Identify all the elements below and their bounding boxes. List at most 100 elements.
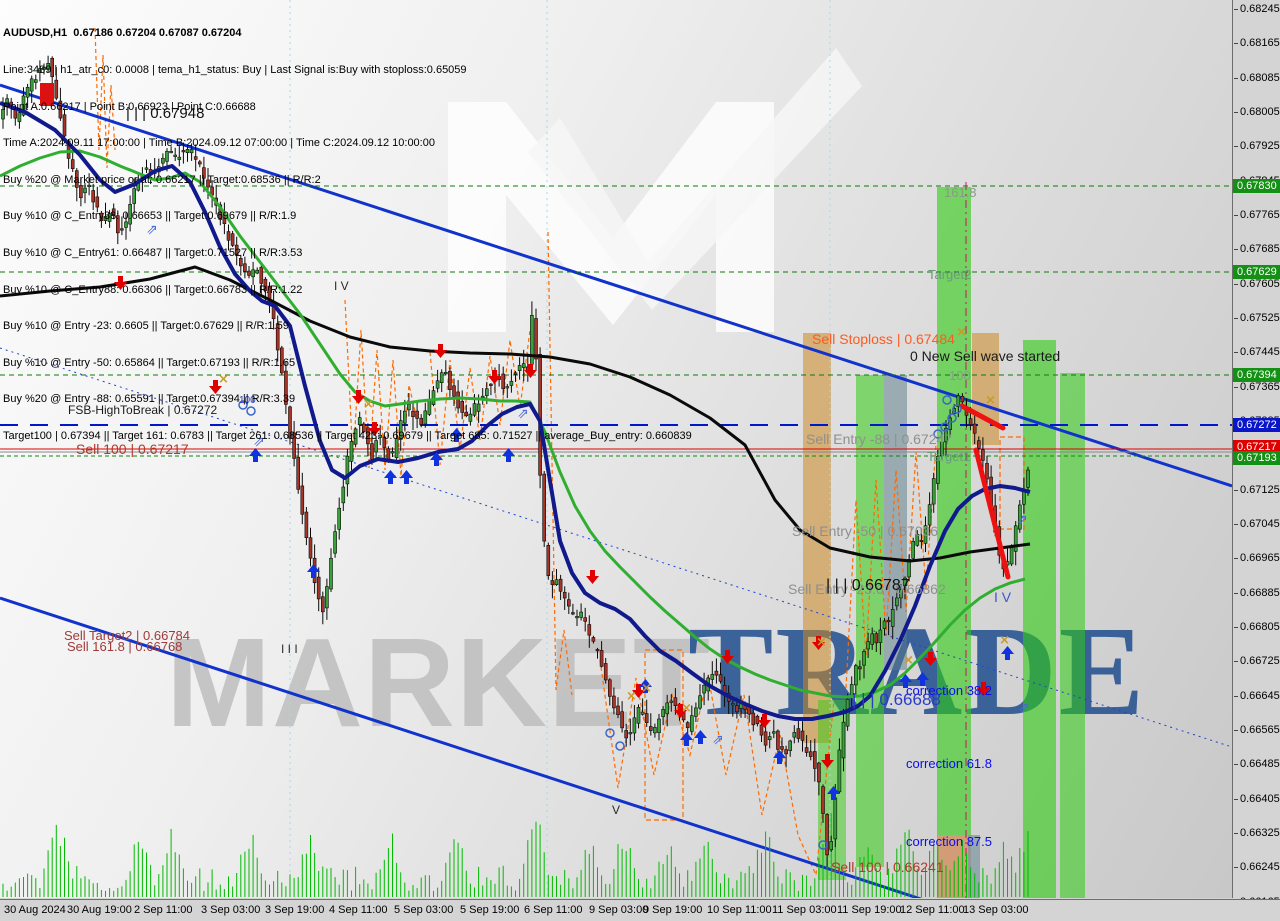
hollow-arrow-icon: ⇗ xyxy=(1016,512,1028,528)
candle-bull xyxy=(1,109,5,120)
candle-bear xyxy=(366,427,370,445)
candle-bear xyxy=(858,666,862,670)
candle-bull xyxy=(632,717,637,734)
candle-bear xyxy=(202,167,206,179)
candle-bear xyxy=(464,411,469,417)
candle-bull xyxy=(185,149,190,153)
price-axis-label: 0.66565 xyxy=(1234,724,1280,736)
price-axis-label: 0.66325 xyxy=(1234,827,1280,839)
candle-bull xyxy=(345,455,350,485)
candle-bear xyxy=(812,751,817,769)
candle-bear xyxy=(234,244,239,256)
candle-bear xyxy=(808,751,813,757)
candle-bear xyxy=(735,705,739,713)
candle-bull xyxy=(640,711,645,715)
candle-bear xyxy=(292,432,296,459)
candle-bull xyxy=(325,586,329,609)
candle-bull xyxy=(509,380,514,386)
candle-bear xyxy=(243,263,247,272)
red-impulse-line[interactable] xyxy=(973,447,1011,580)
info-line: Buy %10 @ C_Entry88: 0.66306 || Target:0… xyxy=(3,283,303,296)
candle-bear xyxy=(58,100,63,119)
price-tag: 0.67193 xyxy=(1233,451,1280,465)
candle-bull xyxy=(730,703,735,706)
price-axis-label: 0.67045 xyxy=(1234,518,1280,530)
candle-bear xyxy=(452,385,456,397)
sell-arrow-icon xyxy=(524,364,537,378)
candle-bear xyxy=(226,231,231,241)
candle-bear xyxy=(612,695,616,709)
candle-bull xyxy=(694,707,698,717)
price-axis-label: 0.66805 xyxy=(1234,621,1280,633)
chart-annotation: 161.8 xyxy=(944,185,977,200)
candle-bull xyxy=(837,749,842,793)
sell-arrow-icon xyxy=(488,370,501,384)
candle-bull xyxy=(255,269,259,274)
time-axis-label: 13 Sep 03:00 xyxy=(963,904,1029,916)
chart-annotation: 100 xyxy=(949,368,971,383)
zigzag-indicator xyxy=(599,659,835,878)
candle-bull xyxy=(853,665,858,686)
chart-area[interactable]: MARKET TRADE × × × × × × × × × × ⇗ ⇗ ⇗ ⇗ ⇗ ⇗ 161.8 Target2 S… xyxy=(0,0,1233,898)
buy-arrow-icon xyxy=(639,679,652,693)
candle-bull xyxy=(177,156,182,160)
candle-bear xyxy=(587,624,592,636)
candle-bull xyxy=(702,684,706,694)
candle-bear xyxy=(558,578,563,592)
candle-bull xyxy=(661,709,665,717)
candle-bear xyxy=(120,228,124,231)
candle-bull xyxy=(940,441,944,457)
sell-arrow-icon xyxy=(586,570,599,584)
candle-bear xyxy=(776,730,780,750)
price-tag: 0.67394 xyxy=(1233,368,1280,382)
entry-circle-icon xyxy=(952,404,962,414)
buy-arrow-icon xyxy=(400,470,413,484)
candle-bear xyxy=(361,423,366,432)
candle-bear xyxy=(825,814,829,856)
info-line: Buy %10 @ C_Entry38: 0.66653 || Target:0… xyxy=(3,210,297,223)
candle-bull xyxy=(107,213,112,222)
candle-bull xyxy=(394,438,399,459)
buy-arrow-icon xyxy=(916,672,929,686)
star-marker-icon: × xyxy=(956,325,967,340)
candle-bull xyxy=(374,440,378,453)
candle-bear xyxy=(279,347,284,374)
buy-arrow-icon xyxy=(773,750,786,764)
buy-arrow-icon xyxy=(450,428,463,442)
candle-bear xyxy=(817,762,821,783)
price-axis-label: 0.68085 xyxy=(1234,72,1280,84)
buy-arrow-icon xyxy=(680,732,693,746)
candle-bull xyxy=(833,797,838,840)
candle-bull xyxy=(956,395,961,407)
candle-bull xyxy=(390,451,395,454)
sell-arrow-icon xyxy=(368,422,381,436)
red-impulse-line[interactable] xyxy=(959,403,1006,431)
candle-bear xyxy=(501,373,506,389)
candle-bear xyxy=(759,724,764,736)
candle-bear xyxy=(489,383,493,386)
star-marker-icon: × xyxy=(626,689,637,704)
candle-bear xyxy=(259,266,264,284)
sell-arrow-icon xyxy=(209,380,222,394)
price-axis-label: 0.67125 xyxy=(1234,484,1280,496)
candle-bull xyxy=(894,597,899,607)
candle-bear xyxy=(54,79,59,99)
candle-bear xyxy=(763,731,768,746)
candle-bull xyxy=(144,167,149,170)
entry-circle-icon xyxy=(605,728,615,738)
candle-bull xyxy=(42,66,46,70)
price-axis[interactable]: 0.68245 0.68165 0.68085 0.68005 0.67925 0.678… xyxy=(1233,0,1280,908)
candle-bear xyxy=(985,463,989,480)
info-panel: AUDUSD,H1 0.67186 0.67204 0.67087 0.6720… xyxy=(3,3,692,467)
chart-annotation: correction 38.2 xyxy=(906,683,992,698)
time-axis[interactable]: 30 Aug 2024 30 Aug 19:00 2 Sep 11:00 3 Sep … xyxy=(0,899,1280,921)
chart-canvas[interactable]: MARKETTRADE××××××××××⇗⇗⇗⇗⇗⇗161.8Target2S… xyxy=(0,0,1232,898)
candle-bull xyxy=(46,63,50,69)
channel-upper[interactable] xyxy=(0,83,1232,488)
channel-lower[interactable] xyxy=(0,596,985,898)
candle-bull xyxy=(435,380,440,389)
ma-navy-fast xyxy=(0,101,1031,721)
candle-bear xyxy=(62,114,67,137)
buy-arrow-icon xyxy=(899,674,912,688)
price-tag: 0.67830 xyxy=(1233,179,1280,193)
